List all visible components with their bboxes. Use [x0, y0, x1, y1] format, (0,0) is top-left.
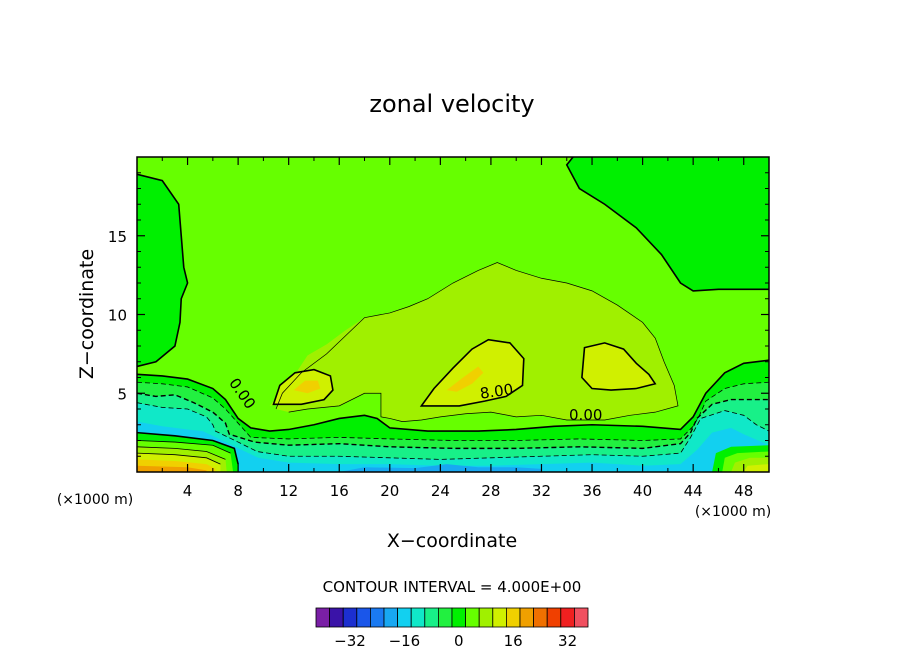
colorbar-swatch-17	[546, 607, 562, 628]
chart-title: zonal velocity	[369, 90, 534, 118]
contour-line-12-0	[272, 368, 334, 406]
colorbar-swatch-13	[492, 607, 507, 628]
contour-label-1: 8.00	[479, 380, 515, 402]
contour-line-neg-0	[137, 381, 769, 441]
colorbar-tick-label-3: 16	[504, 632, 523, 650]
y-axis-label: Z−coordinate	[76, 249, 98, 379]
x-tick-label-28: 28	[481, 482, 500, 500]
region-8	[276, 262, 678, 422]
region-16-b	[293, 380, 321, 394]
contour-lines	[137, 157, 769, 465]
x-unit-label-left: (×1000 m)	[57, 492, 133, 508]
contour-line-surface-1	[137, 440, 231, 454]
contour-line-12-2	[581, 342, 657, 391]
contour-interval-text: CONTOUR INTERVAL = 4.000E+00	[323, 578, 582, 596]
x-tick-label-12: 12	[279, 482, 298, 500]
x-tick-label-32: 32	[532, 482, 551, 500]
colorbar-swatch-18	[560, 607, 575, 628]
colorbar-tick-labels: −32 −16 0 16 32	[334, 632, 577, 650]
colorbar-swatch-10	[451, 607, 467, 628]
colorbar-tick-label-1: −16	[389, 632, 421, 650]
colorbar-swatch-2	[342, 607, 358, 628]
region-surface-left-20	[137, 465, 207, 472]
x-tick-label-16: 16	[330, 482, 349, 500]
colorbar-swatch-11	[465, 607, 480, 628]
contour-line-upper-left	[137, 173, 189, 368]
y-tick-label-10: 10	[108, 307, 127, 325]
contour-line-zero	[137, 359, 769, 432]
y-tick-label-5: 5	[117, 385, 127, 403]
contour-line-surface-0	[137, 431, 239, 465]
colorbar-swatch-15	[519, 607, 535, 628]
y-axis: 5 10 15	[108, 172, 769, 457]
colorbar-swatch-7	[410, 607, 426, 628]
x-tick-label-8: 8	[233, 482, 243, 500]
x-axis: 4 8 12 16 20 24 28 32 36 40 44 48	[161, 157, 753, 500]
contour-label-2: 0.00	[569, 406, 602, 424]
region-16	[446, 366, 484, 392]
region-12-c	[581, 342, 656, 391]
colorbar-swatch-3	[356, 607, 371, 628]
x-tick-label-48: 48	[734, 482, 753, 500]
colorbar-swatch-12	[478, 607, 494, 628]
region-surface-right-12	[743, 464, 769, 472]
colorbar-tick-label-0: −32	[334, 632, 366, 650]
colorbar-swatch-19	[574, 607, 589, 628]
contour-fills	[137, 157, 769, 472]
x-tick-label-36: 36	[582, 482, 601, 500]
colorbar-swatch-4	[369, 607, 385, 628]
colorbar-tick-label-2: 0	[454, 632, 464, 650]
region-0-upper-left	[137, 174, 188, 367]
contour-line-neg-1	[137, 392, 769, 450]
colorbar-swatch-16	[533, 607, 548, 628]
colorbar-tick-label-4: 32	[558, 632, 577, 650]
colorbar-swatch-9	[437, 607, 453, 628]
x-tick-label-4: 4	[183, 482, 193, 500]
x-tick-label-24: 24	[431, 482, 450, 500]
x-unit-label-right: (×1000 m)	[695, 504, 771, 520]
colorbar	[315, 607, 589, 628]
colorbar-swatch-8	[424, 607, 439, 628]
x-tick-label-20: 20	[380, 482, 399, 500]
contour-line-upper-right	[565, 157, 769, 292]
y-tick-label-15: 15	[108, 228, 127, 246]
colorbar-swatch-1	[329, 607, 344, 628]
contour-line-surface-3	[137, 452, 221, 465]
x-tick-label-40: 40	[633, 482, 652, 500]
region-0-upper-right	[566, 157, 769, 291]
colorbar-swatch-6	[397, 607, 412, 628]
colorbar-swatch-14	[505, 607, 521, 628]
region--8	[137, 393, 769, 472]
x-axis-label: X−coordinate	[387, 530, 517, 552]
contour-line-8	[275, 262, 679, 422]
plot-area	[137, 157, 769, 472]
colorbar-swatch-5	[383, 607, 399, 628]
contour-line-12-1	[419, 338, 525, 407]
colorbar-swatch-0	[315, 607, 331, 628]
x-tick-label-44: 44	[684, 482, 703, 500]
contour-line-surface-2	[137, 446, 226, 460]
